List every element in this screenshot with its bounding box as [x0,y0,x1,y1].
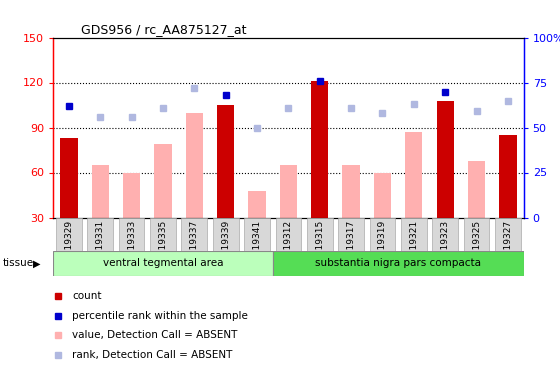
Text: GSM19321: GSM19321 [409,220,418,269]
Bar [244,217,270,264]
Text: tissue: tissue [3,258,34,268]
Text: substantia nigra pars compacta: substantia nigra pars compacta [315,258,481,268]
Bar [217,105,234,218]
Text: GSM19325: GSM19325 [472,220,481,269]
Bar [405,132,422,218]
Text: ▶: ▶ [32,258,40,268]
Text: GSM19339: GSM19339 [221,220,230,269]
Text: GSM19327: GSM19327 [503,220,512,269]
Text: GSM19329: GSM19329 [64,220,73,269]
Text: GSM19331: GSM19331 [96,220,105,269]
Bar [276,217,301,264]
Text: GSM19335: GSM19335 [158,220,167,269]
Text: ventral tegmental area: ventral tegmental area [102,258,223,268]
Bar [186,112,203,218]
Bar [464,217,489,264]
Text: GSM19333: GSM19333 [127,220,136,269]
Bar [87,217,113,264]
Text: GSM19315: GSM19315 [315,220,324,269]
Bar [155,144,171,218]
Bar [119,217,144,264]
Bar [495,217,521,264]
Bar [338,217,364,264]
Text: GSM19323: GSM19323 [441,220,450,269]
Bar [468,160,485,218]
Text: GDS956 / rc_AA875127_at: GDS956 / rc_AA875127_at [81,22,247,36]
Bar [343,165,360,218]
Bar [56,217,82,264]
Bar [213,217,239,264]
Bar [92,165,109,218]
Bar [60,138,77,218]
Bar [181,217,207,264]
Text: GSM19317: GSM19317 [347,220,356,269]
Bar [437,100,454,218]
Bar [53,251,273,276]
Text: GSM19341: GSM19341 [253,220,262,269]
Text: value, Detection Call = ABSENT: value, Detection Call = ABSENT [72,330,237,340]
Bar [311,81,328,218]
Bar [307,217,333,264]
Bar [150,217,176,264]
Bar [370,217,395,264]
Text: rank, Detection Call = ABSENT: rank, Detection Call = ABSENT [72,350,232,360]
Text: GSM19337: GSM19337 [190,220,199,269]
Bar [280,165,297,218]
Bar [249,190,265,217]
Bar [123,172,140,217]
Text: percentile rank within the sample: percentile rank within the sample [72,310,248,321]
Text: count: count [72,291,101,301]
Bar [500,135,516,218]
Bar [432,217,458,264]
Text: GSM19312: GSM19312 [284,220,293,269]
Bar [401,217,427,264]
Text: GSM19319: GSM19319 [378,220,387,269]
Bar [273,251,524,276]
Bar [374,172,391,217]
